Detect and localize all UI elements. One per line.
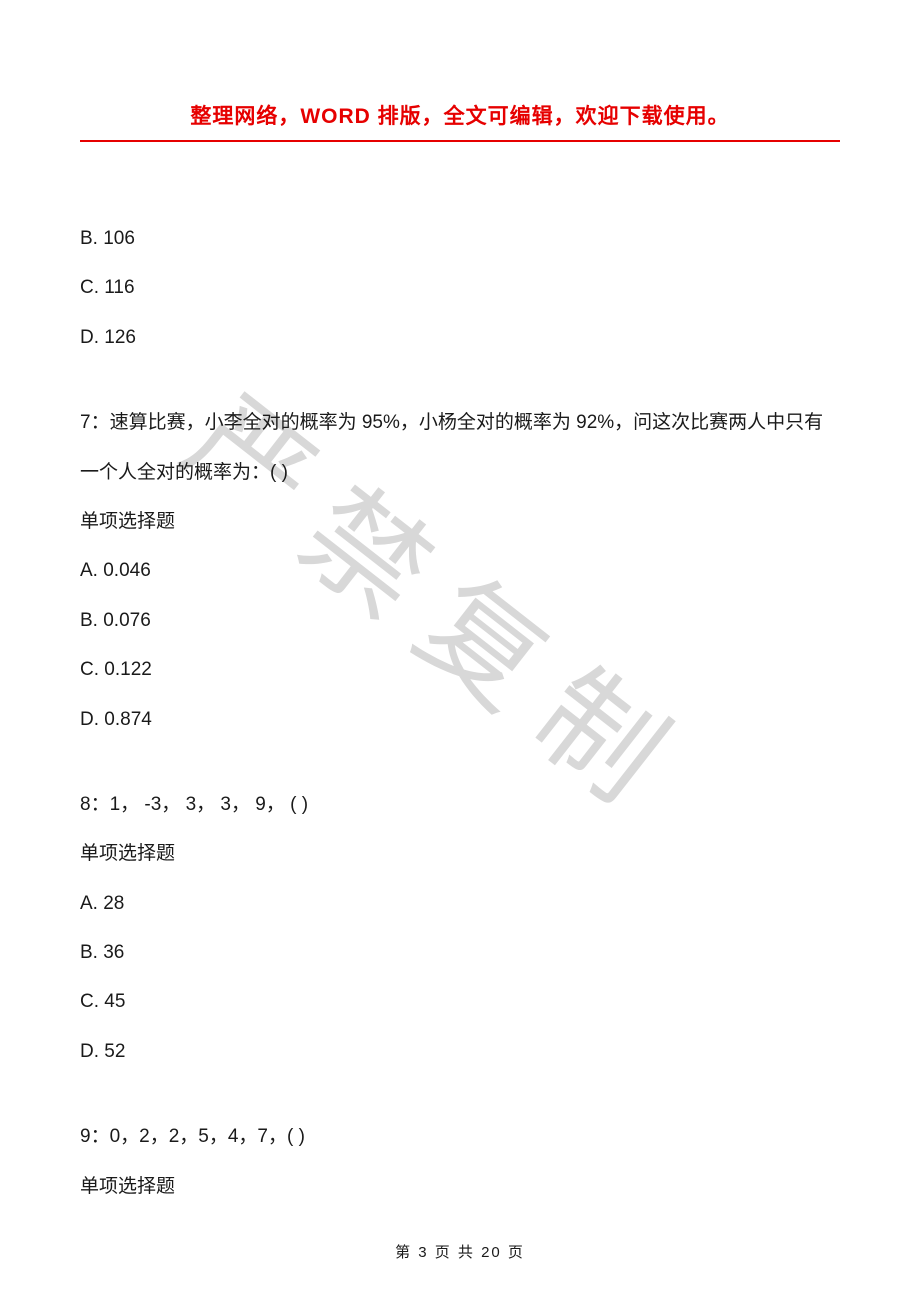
option-b: B. 106 [80,214,840,263]
page-number-text: 第 3 页 共 20 页 [395,1244,525,1261]
question-7: 7：速算比赛，小李全对的概率为 95%，小杨全对的概率为 92%，问这次比赛两人… [80,398,840,744]
header-title: 整理网络，WORD 排版，全文可编辑，欢迎下载使用。 [190,105,729,128]
document-content: B. 106 C. 116 D. 126 7：速算比赛，小李全对的概率为 95%… [80,154,840,1211]
question-stem: 8：1， -3， 3， 3， 9， ( ) [80,780,840,829]
question-type-label: 单项选择题 [80,1162,840,1211]
page-container: 严禁复制 整理网络，WORD 排版，全文可编辑，欢迎下载使用。 B. 106 C… [0,0,920,1302]
option-c: C. 0.122 [80,645,840,694]
page-header: 整理网络，WORD 排版，全文可编辑，欢迎下载使用。 [80,0,840,154]
content-layer: 整理网络，WORD 排版，全文可编辑，欢迎下载使用。 B. 106 C. 116… [80,0,840,1211]
question-8: 8：1， -3， 3， 3， 9， ( ) 单项选择题 A. 28 B. 36 … [80,780,840,1076]
option-a: A. 0.046 [80,546,840,595]
option-d: D. 126 [80,313,840,362]
header-underline [80,140,840,142]
option-d: D. 0.874 [80,695,840,744]
question-stem: 9：0，2，2，5，4，7，( ) [80,1112,840,1161]
option-c: C. 116 [80,263,840,312]
question-9: 9：0，2，2，5，4，7，( ) 单项选择题 [80,1112,840,1211]
page-footer: 第 3 页 共 20 页 [0,1241,920,1262]
option-c: C. 45 [80,977,840,1026]
question-type-label: 单项选择题 [80,497,840,546]
option-b: B. 36 [80,928,840,977]
option-a: A. 28 [80,879,840,928]
partial-question-options: B. 106 C. 116 D. 126 [80,214,840,362]
question-type-label: 单项选择题 [80,829,840,878]
question-stem: 7：速算比赛，小李全对的概率为 95%，小杨全对的概率为 92%，问这次比赛两人… [80,398,840,497]
option-d: D. 52 [80,1027,840,1076]
option-b: B. 0.076 [80,596,840,645]
